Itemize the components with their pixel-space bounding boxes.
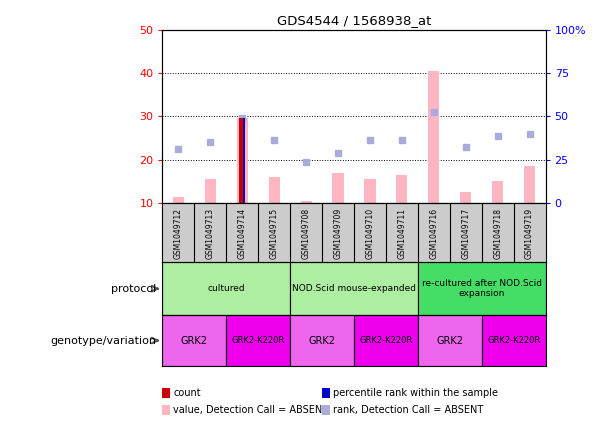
Text: GSM1049710: GSM1049710 <box>365 208 375 259</box>
Text: GSM1049718: GSM1049718 <box>493 208 502 259</box>
Bar <box>243 118 245 203</box>
Text: re-cultured after NOD.Scid
expansion: re-cultured after NOD.Scid expansion <box>422 279 542 298</box>
Text: GSM1049711: GSM1049711 <box>397 208 406 259</box>
Bar <box>482 315 546 366</box>
Text: GSM1049713: GSM1049713 <box>206 208 215 259</box>
Bar <box>290 262 418 315</box>
Bar <box>364 179 376 203</box>
Bar <box>418 262 546 315</box>
Bar <box>237 118 248 203</box>
Bar <box>290 315 354 366</box>
Bar <box>428 71 440 203</box>
Text: GSM1049717: GSM1049717 <box>461 208 470 259</box>
Bar <box>354 315 418 366</box>
Text: NOD.Scid mouse-expanded: NOD.Scid mouse-expanded <box>292 284 416 293</box>
Text: GSM1049716: GSM1049716 <box>429 208 438 259</box>
Bar <box>162 262 290 315</box>
Bar <box>524 166 535 203</box>
Text: rank, Detection Call = ABSENT: rank, Detection Call = ABSENT <box>333 405 483 415</box>
Text: GRK2-K220R: GRK2-K220R <box>232 336 285 345</box>
Text: GSM1049719: GSM1049719 <box>525 208 534 259</box>
Text: GRK2: GRK2 <box>436 335 463 346</box>
Text: genotype/variation: genotype/variation <box>50 335 156 346</box>
Bar <box>268 177 280 203</box>
Text: GRK2: GRK2 <box>308 335 335 346</box>
Text: value, Detection Call = ABSENT: value, Detection Call = ABSENT <box>173 405 329 415</box>
Title: GDS4544 / 1568938_at: GDS4544 / 1568938_at <box>277 14 431 27</box>
Text: protocol: protocol <box>111 284 156 294</box>
Bar <box>492 181 503 203</box>
Text: GSM1049712: GSM1049712 <box>174 208 183 259</box>
Text: GRK2-K220R: GRK2-K220R <box>487 336 540 345</box>
Text: GRK2-K220R: GRK2-K220R <box>359 336 413 345</box>
Bar <box>226 315 290 366</box>
Bar <box>397 175 408 203</box>
Text: GRK2: GRK2 <box>181 335 208 346</box>
Text: GSM1049709: GSM1049709 <box>333 208 343 259</box>
Text: GSM1049714: GSM1049714 <box>238 208 247 259</box>
Bar <box>418 315 482 366</box>
Bar <box>332 173 344 203</box>
Text: GSM1049715: GSM1049715 <box>270 208 279 259</box>
Bar <box>205 179 216 203</box>
Text: count: count <box>173 388 201 398</box>
Bar <box>300 201 311 203</box>
Bar <box>162 315 226 366</box>
Text: cultured: cultured <box>207 284 245 293</box>
Bar <box>460 192 471 203</box>
Bar <box>173 197 184 203</box>
Bar <box>239 118 243 203</box>
Text: GSM1049708: GSM1049708 <box>302 208 311 259</box>
Text: percentile rank within the sample: percentile rank within the sample <box>333 388 498 398</box>
